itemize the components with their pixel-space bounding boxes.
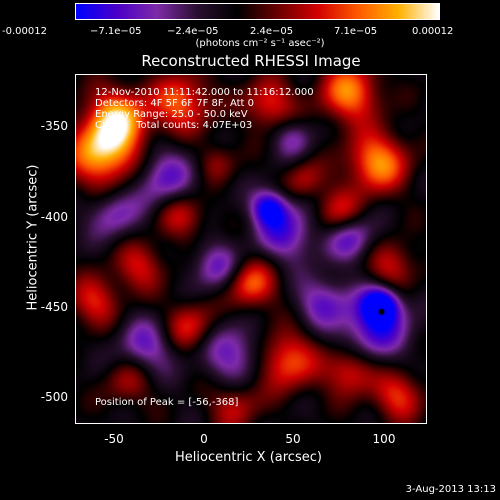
x-tick-label: 50 [285,432,301,446]
info-detectors: Detectors: 4F 5F 6F 7F 8F, Att 0 [95,98,255,109]
info-energy-range: Energy Range: 25.0 - 50.0 keV [95,109,248,120]
info-clean-counts: Clean Total counts: 4.07E+03 [95,120,253,131]
colorbar-tick: 7.1e−05 [334,26,378,37]
y-tick-label: -450 [40,300,68,314]
colorbar-tick: -0.00012 [2,26,47,37]
y-tick-label: -350 [40,119,68,133]
timestamp: 3-Aug-2013 13:13 [405,484,496,495]
y-tick-label: -400 [40,210,68,224]
colorbar-tick: −7.1e−05 [90,26,142,37]
heatmap-image [76,75,426,423]
plot-title: Reconstructed RHESSI Image [141,52,361,70]
image-plot [75,74,427,424]
colorbar-tick: 2.4e−05 [250,26,294,37]
x-tick-label: -50 [104,432,124,446]
info-time-range: 12-Nov-2010 11:11:42.000 to 11:16:12.000 [95,87,314,98]
colorbar-tick: −2.4e−05 [167,26,219,37]
peak-position-label: Position of Peak = [-56,-368] [95,397,239,408]
colorbar-tick: 0.00012 [412,26,454,37]
x-tick-label: 100 [372,432,396,446]
y-axis-label: Heliocentric Y (arcsec) [25,164,41,311]
colorbar-unit: (photons cm⁻² s⁻¹ asec⁻²) [195,38,325,49]
x-axis-label: Heliocentric X (arcsec) [175,450,322,465]
colorbar [75,3,440,20]
x-tick-label: 0 [200,432,208,446]
y-tick-label: -500 [40,390,68,404]
